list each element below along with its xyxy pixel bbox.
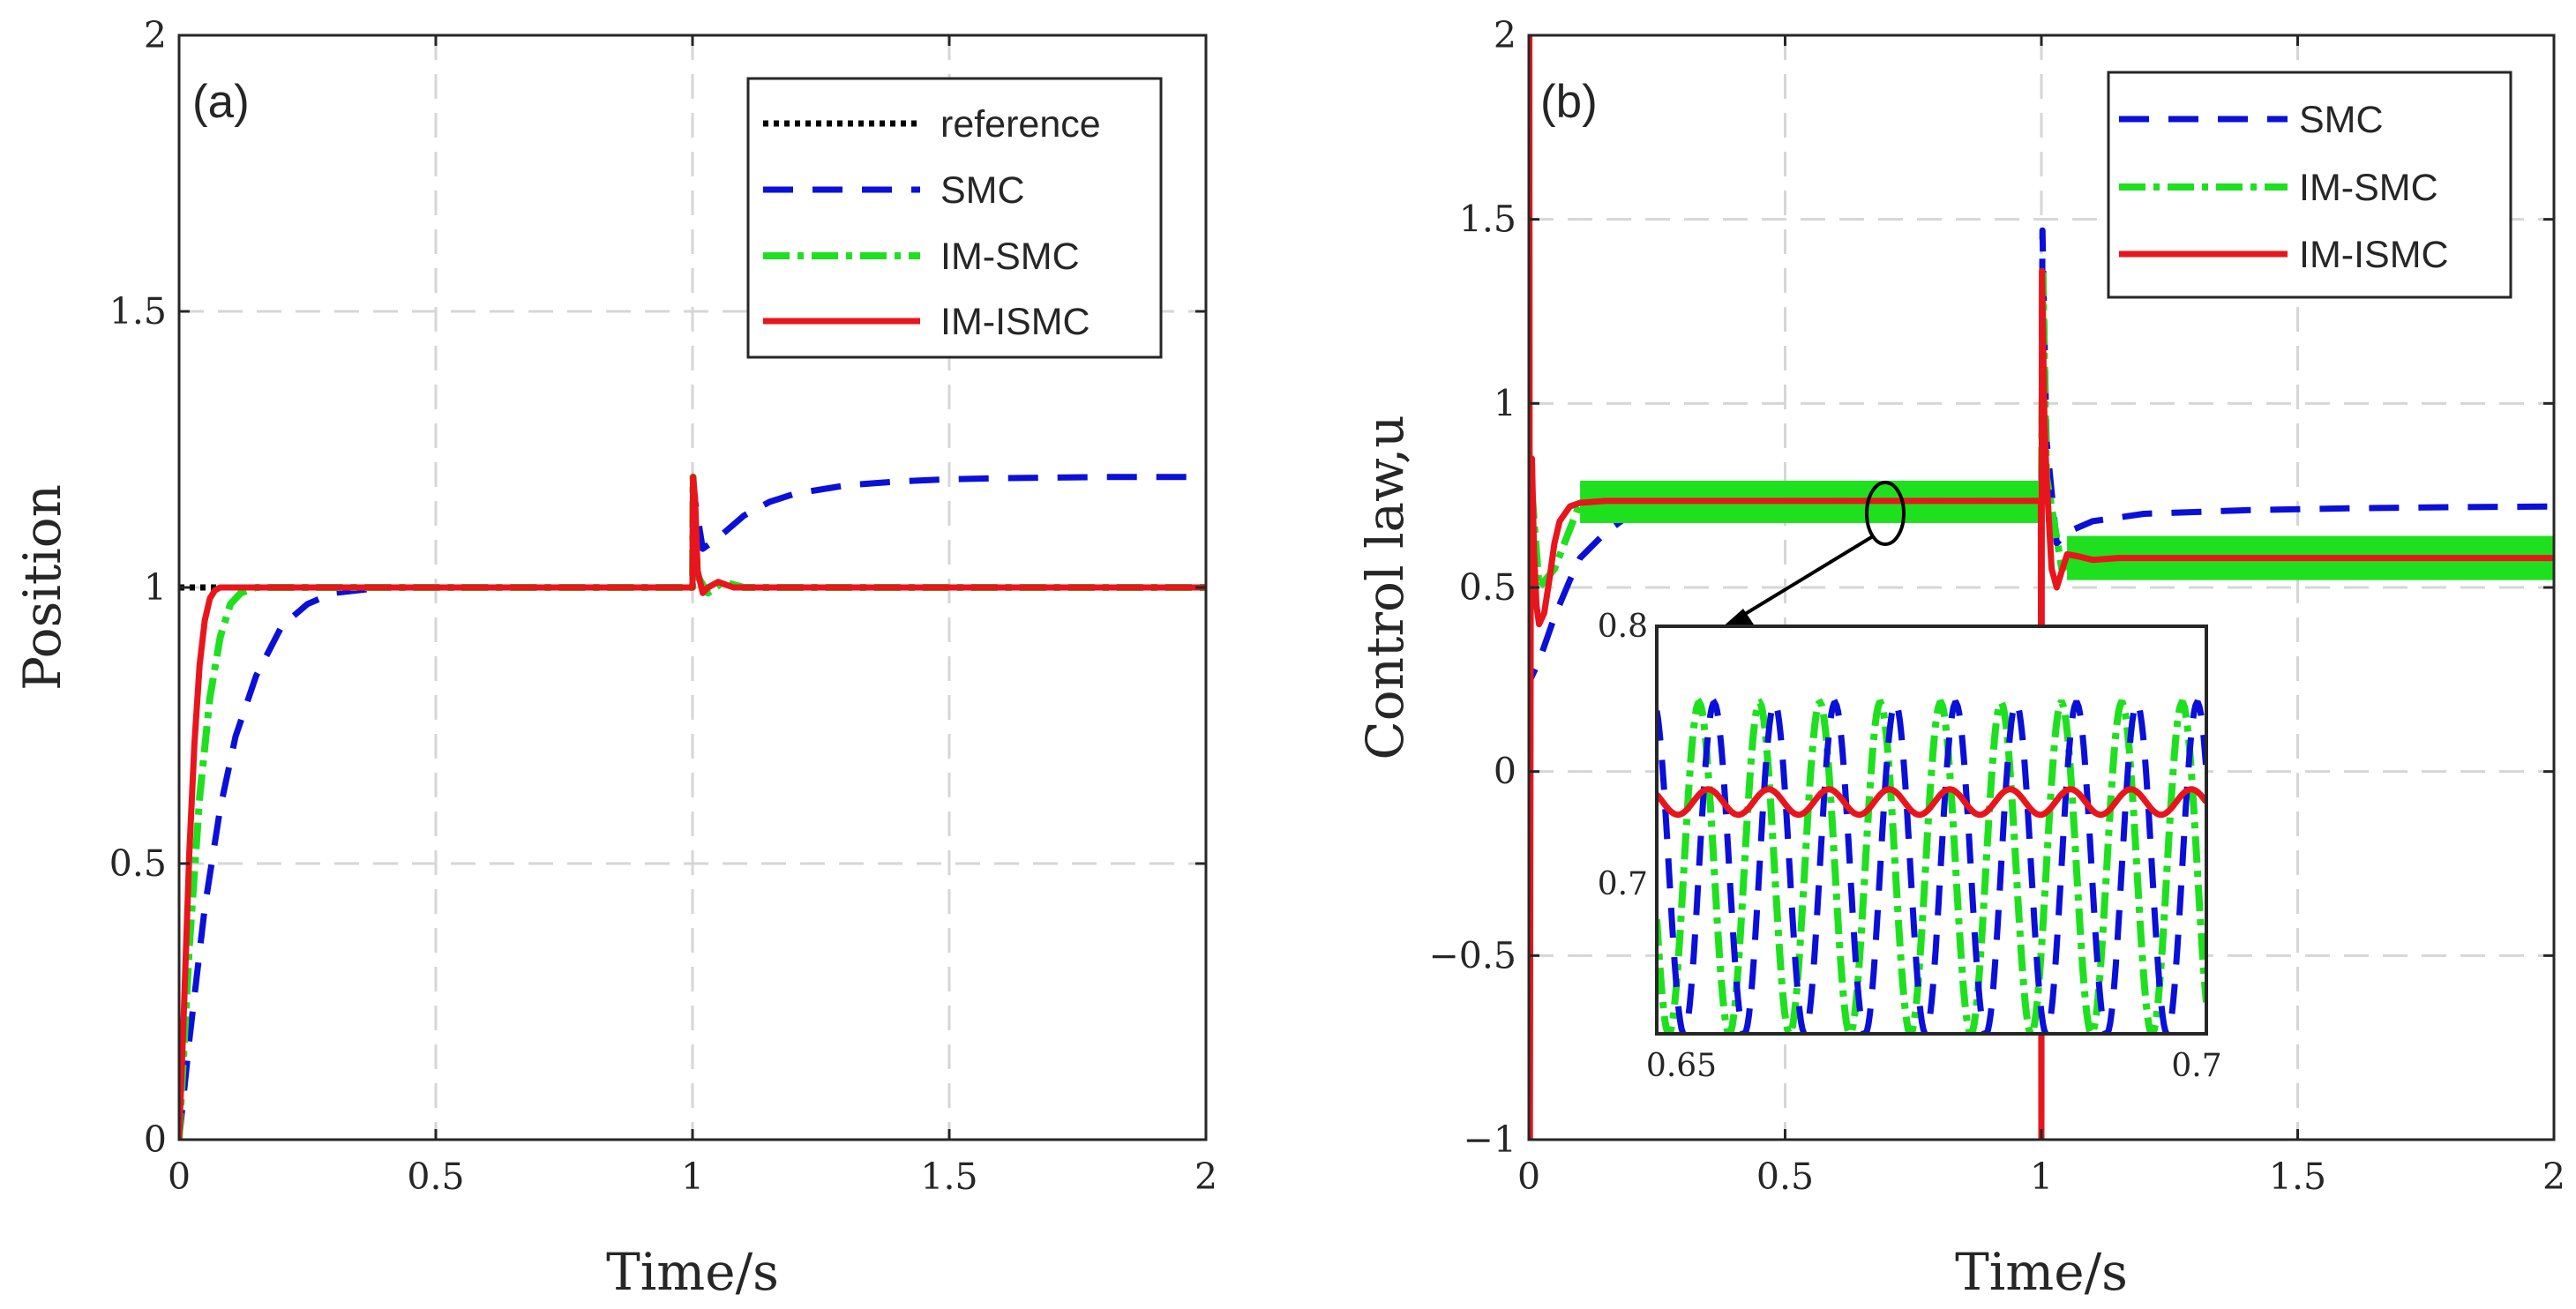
x-tick-label-0.5: 0.5 [407, 1156, 464, 1198]
zoom-region-marker [1865, 481, 1906, 546]
y-tick-label--0.5: −0.5 [1428, 934, 1516, 976]
series-line-im-ismc [1529, 35, 2554, 1140]
ticks-b: 0 0.5 1 1.5 2 −1 −0.5 0 0.5 1 1.5 2 [1428, 14, 2565, 1198]
inset-series-line-im-smc [1657, 697, 2206, 1034]
zoom-arrow [1720, 535, 1875, 629]
legend-entry-im-smc: IM-SMC [763, 236, 1080, 278]
ticks-a: 0 0.5 1 1.5 2 0 0.5 1 1.5 2 [109, 14, 1217, 1198]
zoom-arrow-head [1720, 609, 1754, 629]
inset-xtick-label-0.65: 0.65 [1646, 1048, 1717, 1084]
y-tick-label-0.5: 0.5 [1459, 566, 1516, 609]
x-axis-title-b: Time/s [1955, 1242, 2128, 1302]
legend-label-im-smc: IM-SMC [940, 236, 1080, 278]
y-tick-label-0: 0 [144, 1118, 167, 1161]
y-tick-label-0: 0 [1494, 751, 1516, 793]
panel-label-b: (b) [1540, 76, 1598, 128]
y-tick-label-1: 1 [144, 566, 167, 609]
inset-ytick-label-0.7: 0.7 [1598, 866, 1648, 902]
x-tick-label-1: 1 [2030, 1156, 2053, 1198]
series-line-im-smc [179, 473, 1206, 1140]
x-axis-title-a: Time/s [606, 1242, 779, 1302]
y-axis-title-b: Control law,u [1355, 415, 1415, 759]
inset-xtick-label-0.7: 0.7 [2171, 1048, 2221, 1084]
legend-entry-smc: SMC [763, 169, 1025, 212]
x-tick-label-1.5: 1.5 [2269, 1156, 2326, 1198]
inset-box [1655, 625, 2208, 1036]
x-tick-label-2: 2 [1194, 1156, 1217, 1198]
inset-series-line-im-ismc [1657, 786, 2206, 819]
inset-series-line-smc [1657, 698, 2206, 1034]
inset-series-group [1657, 697, 2206, 1034]
legend-entry-reference: reference [763, 103, 1101, 146]
x-tick-label-0.5: 0.5 [1756, 1156, 1814, 1198]
inset-ytick-label-0.8: 0.8 [1598, 609, 1648, 645]
series-group-a [179, 473, 1206, 1140]
zoom-arrow-shaft [1732, 535, 1875, 623]
series-line-im-ismc [179, 474, 1206, 1140]
y-axis-title-a: Position [12, 484, 72, 691]
x-tick-label-2: 2 [2542, 1156, 2565, 1198]
legend-entry-b-im-smc: IM-SMC [2119, 167, 2438, 209]
legend-label-im-ismc: IM-ISMC [940, 301, 1090, 343]
y-tick-label-1.5: 1.5 [1459, 198, 1516, 241]
y-tick-label-1: 1 [1494, 382, 1516, 424]
legend-label-reference: reference [940, 103, 1101, 146]
x-tick-label-1.5: 1.5 [920, 1156, 977, 1198]
y-tick-label-2: 2 [144, 14, 167, 56]
y-tick-label-2: 2 [1494, 14, 1516, 56]
series-line-smc [179, 474, 1206, 1140]
legend-label-smc: SMC [940, 169, 1025, 212]
legend-label-b-im-smc: IM-SMC [2299, 167, 2438, 209]
legend-entry-b-smc: SMC [2119, 99, 2384, 141]
x-tick-label-0: 0 [168, 1156, 191, 1198]
series-line-smc [1529, 227, 2554, 699]
legend-label-b-im-ismc: IM-ISMC [2299, 234, 2449, 276]
legend-label-b-smc: SMC [2299, 99, 2384, 141]
y-tick-label--1: −1 [1464, 1118, 1516, 1161]
legend-entry-b-im-ismc: IM-ISMC [2119, 234, 2449, 276]
chart-panel-a: 0 0.5 1 1.5 2 0 0.5 1 1.5 2 (a) Time/s Position r… [12, 14, 1217, 1302]
y-tick-label-1.5: 1.5 [109, 290, 167, 333]
legend-entry-im-ismc: IM-ISMC [763, 301, 1090, 343]
legend-a: reference SMC IM-SMC IM-ISMC [746, 77, 1163, 359]
legend-b: SMC IM-SMC IM-ISMC [2107, 71, 2512, 299]
x-tick-label-0: 0 [1517, 1156, 1540, 1198]
panel-label-a: (a) [192, 76, 250, 128]
series-group-b [1529, 35, 2554, 1140]
y-tick-label-0.5: 0.5 [109, 842, 167, 885]
chart-panel-b: 0 0.5 1 1.5 2 −1 −0.5 0 0.5 1 1.5 2 (b) Time/s Cont… [1355, 14, 2565, 1302]
x-tick-label-1: 1 [681, 1156, 704, 1198]
inset-zoom: 0.8 0.7 0.65 0.7 [1598, 609, 2222, 1084]
